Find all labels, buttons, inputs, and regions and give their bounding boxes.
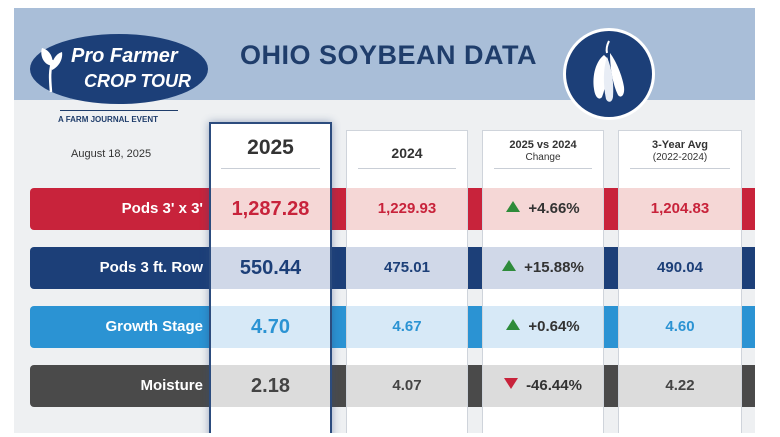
cell-change: +0.64% (483, 306, 603, 348)
column-header-rule (358, 168, 456, 169)
row-label-growth-stage: Growth Stage (105, 318, 203, 335)
row-label-pods-row: Pods 3 ft. Row (99, 259, 203, 276)
column-header-change: 2025 vs 2024 (509, 139, 577, 151)
logo-subtitle: A FARM JOURNAL EVENT (58, 115, 159, 124)
cell-2025: 4.70 (251, 316, 290, 338)
column-header-rule (494, 168, 592, 169)
sprout-icon (41, 48, 63, 93)
row-label-moisture: Moisture (140, 377, 203, 394)
cell-tint (483, 365, 603, 407)
cell-2025: 550.44 (239, 257, 302, 279)
change-value: +4.66% (528, 200, 580, 217)
change-value: +15.88% (524, 259, 584, 276)
cell-tint (619, 365, 741, 407)
triangle-up-icon (502, 260, 517, 271)
triangle-up-icon (506, 201, 521, 212)
cell-tint (211, 188, 330, 230)
report-date: August 18, 2025 (71, 148, 152, 160)
change-value: -46.44% (526, 377, 582, 394)
change-value: +0.64% (528, 318, 580, 335)
cell-tint (211, 306, 330, 348)
cell-change: +4.66% (483, 188, 603, 230)
logo-wordmark-bottom: CROP TOUR (84, 71, 192, 91)
cell-tint (619, 306, 741, 348)
column-header-2025: 2025 (247, 136, 294, 159)
cell-3yr-avg: 490.04 (657, 259, 703, 276)
cell-tint (347, 188, 467, 230)
cell-tint (619, 188, 741, 230)
infographic: OHIO SOYBEAN DATA Pro Farmer CROP TOUR A… (14, 8, 755, 433)
triangle-up-icon (506, 319, 521, 330)
cell-3yr-avg: 1,204.83 (650, 200, 710, 217)
cell-change: -46.44% (483, 365, 603, 407)
cell-tint (347, 365, 467, 407)
soybean-seal (563, 28, 655, 120)
cell-2025: 2.18 (251, 375, 290, 397)
logo-divider (60, 110, 178, 111)
column-header-2024: 2024 (391, 145, 423, 161)
cell-tint (211, 365, 330, 407)
cell-tint (347, 306, 467, 348)
pro-farmer-logo (30, 34, 208, 104)
cell-tint (211, 247, 330, 289)
cell-2024: 475.01 (384, 259, 430, 276)
page-title: OHIO SOYBEAN DATA (240, 40, 538, 70)
cell-2024: 4.07 (392, 377, 422, 394)
row-label-pods-3x3: Pods 3' x 3' (121, 200, 203, 217)
logo-wordmark-top: Pro Farmer (71, 45, 178, 67)
cell-3yr-avg: 4.22 (665, 377, 695, 394)
cell-2024: 1,229.93 (377, 200, 437, 217)
cell-3yr-avg: 4.60 (665, 318, 695, 335)
cell-2024: 4.67 (392, 318, 422, 335)
cell-change: +15.88% (483, 247, 603, 289)
column-subheader-change: Change (525, 152, 561, 163)
column-header-rule (630, 168, 730, 169)
column-subheader-3yr-avg: (2022-2024) (652, 152, 708, 163)
cell-tint (619, 247, 741, 289)
cell-tint (483, 188, 603, 230)
soybean-pod-icon (593, 40, 625, 102)
column-header-3yr-avg: 3-Year Avg (651, 139, 709, 151)
cell-tint (483, 306, 603, 348)
column-header-rule (221, 168, 320, 169)
cell-2025: 1,287.28 (231, 198, 310, 220)
cell-tint (347, 247, 467, 289)
triangle-down-icon (504, 378, 519, 389)
